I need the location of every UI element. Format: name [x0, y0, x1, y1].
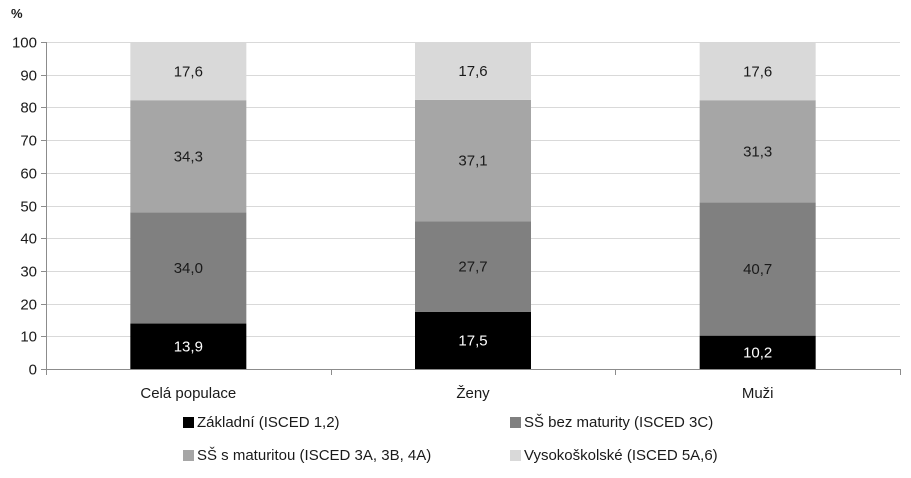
legend-swatch [510, 450, 521, 461]
data-labels: 13,9 34,0 34,3 17,6 17,5 27,7 37,1 17,6 10,2 40,7… [174, 63, 773, 361]
y-tick-label: 90 [20, 68, 37, 85]
bar-segment [699, 42, 816, 101]
bar-segment [699, 335, 816, 369]
bar-segment [699, 202, 816, 336]
bar-segment [415, 221, 531, 312]
x-category-label: Ženy [456, 385, 490, 402]
y-axis-unit-label: % [11, 6, 23, 21]
legend-label: Základní (ISCED 1,2) [197, 414, 340, 431]
data-label: 34,3 [174, 148, 203, 165]
data-label: 13,9 [174, 338, 203, 355]
bar-segment [415, 311, 531, 369]
data-label: 27,7 [458, 258, 487, 275]
data-label: 10,2 [743, 344, 772, 361]
data-label: 40,7 [743, 261, 772, 278]
bar-segment [415, 99, 531, 222]
data-label: 17,5 [458, 332, 487, 349]
data-label: 17,6 [458, 63, 487, 80]
legend-swatch [183, 450, 194, 461]
y-tick-label: 50 [20, 199, 37, 216]
bar-segment [130, 212, 247, 324]
bar-segment [130, 323, 247, 369]
x-category-label: Celá populace [140, 385, 236, 402]
y-tick-label: 80 [20, 100, 37, 117]
x-category-label: Muži [742, 385, 774, 402]
bar-segment [130, 42, 247, 101]
legend-item: SŠ bez maturity (ISCED 3C) [510, 414, 713, 431]
legend-item: Vysokoškolské (ISCED 5A,6) [510, 447, 718, 464]
y-tick-label: 60 [20, 166, 37, 183]
legend-item: SŠ s maturitou (ISCED 3A, 3B, 4A) [183, 447, 431, 464]
y-tick-label: 0 [29, 362, 37, 379]
data-label: 31,3 [743, 143, 772, 160]
bars [130, 42, 816, 369]
y-tick-label: 100 [12, 35, 37, 52]
legend-swatch [183, 417, 194, 428]
data-label: 34,0 [174, 260, 203, 277]
data-label: 17,6 [174, 63, 203, 80]
bar-segment [699, 100, 816, 203]
y-tick-label: 40 [20, 231, 37, 248]
legend-swatch [510, 417, 521, 428]
bar-segment [415, 42, 531, 100]
data-label: 17,6 [743, 63, 772, 80]
legend-item: Základní (ISCED 1,2) [183, 414, 340, 431]
y-tick-label: 70 [20, 133, 37, 150]
data-label: 37,1 [458, 153, 487, 170]
legend-label: Vysokoškolské (ISCED 5A,6) [524, 447, 718, 464]
legend-label: SŠ bez maturity (ISCED 3C) [524, 414, 714, 431]
legend-label: SŠ s maturitou (ISCED 3A, 3B, 4A) [197, 447, 432, 464]
y-tick-label: 10 [20, 329, 37, 346]
axes: 0 10 20 30 40 50 60 70 80 90 100 Celá populace Ženy M… [12, 35, 901, 402]
y-tick-label: 20 [20, 297, 37, 314]
y-tick-label: 30 [20, 264, 37, 281]
bar-segment [130, 100, 247, 213]
